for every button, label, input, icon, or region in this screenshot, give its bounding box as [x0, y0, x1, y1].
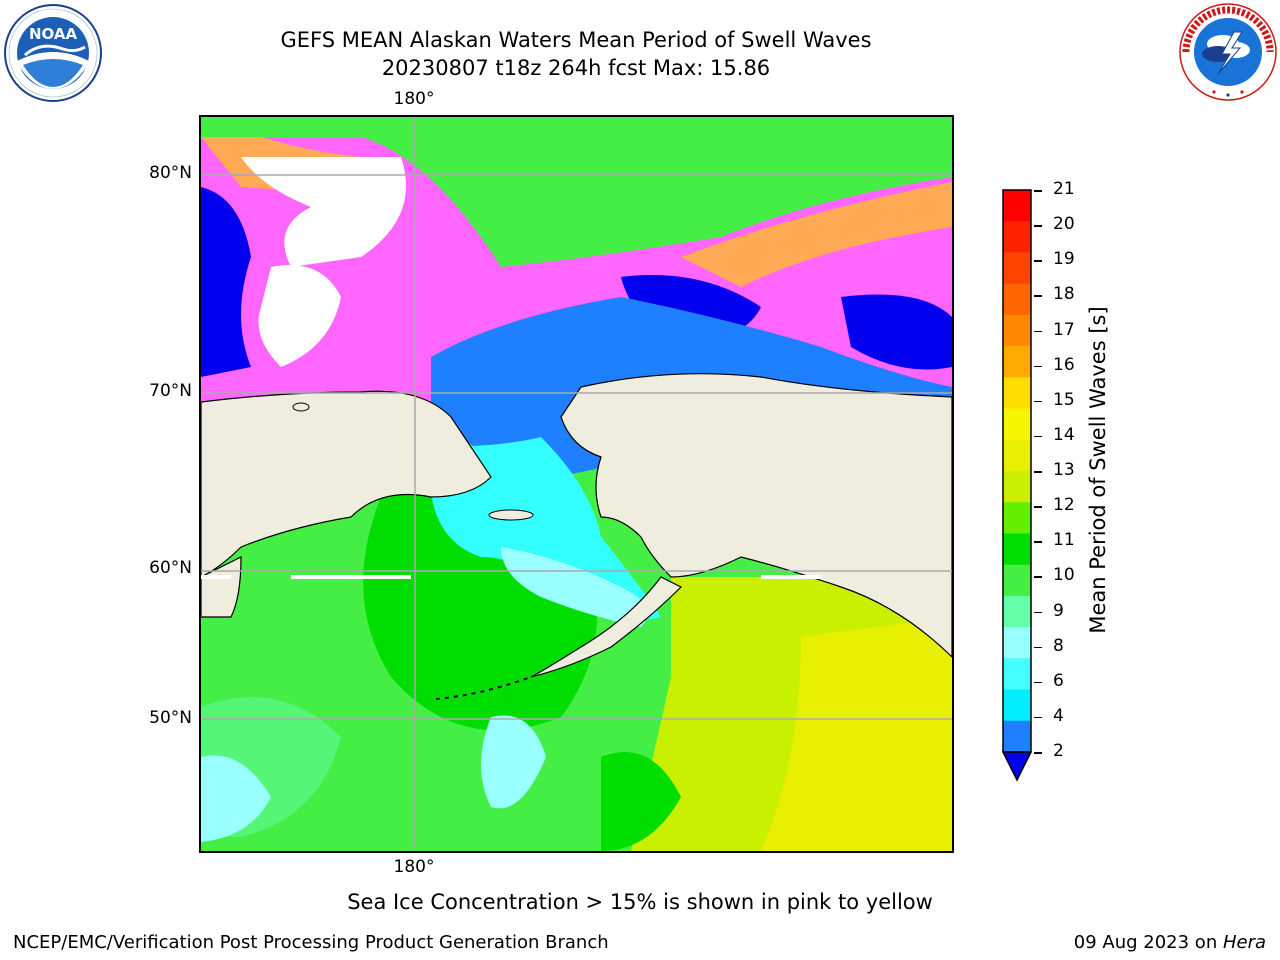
deep-green-patch-s [601, 752, 681, 851]
sea-ice-orange-ne [681, 182, 952, 287]
footer-date: 09 Aug 2023 on Hera [1074, 932, 1266, 953]
colorbar [1001, 188, 1034, 782]
colorbar-segment [1003, 190, 1031, 222]
chart-subtitle: 20230807 t18z 264h fcst Max: 15.86 [381, 56, 771, 80]
noaa-logo: NOAA [3, 3, 103, 103]
colorbar-tick-label: 4 [1053, 705, 1064, 726]
colorbar-tick-label: 20 [1053, 214, 1075, 235]
colorbar-tick-label: 21 [1053, 179, 1075, 199]
colorbar-tick-label: 14 [1053, 424, 1075, 445]
colorbar-tick [1034, 225, 1042, 227]
noaa-logo-text: NOAA [29, 25, 78, 43]
colorbar-segment [1003, 408, 1031, 441]
lat-label-80: 80°N [149, 163, 192, 183]
colorbar-segment [1003, 283, 1031, 316]
colorbar-tick [1034, 400, 1042, 403]
sea-ice-note: Sea Ice Concentration > 15% is shown in … [347, 890, 933, 914]
colorbar-tick [1034, 471, 1042, 473]
lat-label-50: 50°N [149, 708, 192, 728]
colorbar-tick-label: 17 [1053, 319, 1075, 340]
colorbar-tick-label: 2 [1053, 741, 1064, 761]
land-siberia [201, 390, 492, 578]
colorbar-tick [1034, 190, 1042, 192]
footer-credit: NCEP/EMC/Verification Post Processing Pr… [13, 932, 609, 953]
yellow-region [761, 617, 952, 851]
pale-cyan-patch-s [481, 715, 546, 809]
colorbar-tick-label: 6 [1053, 670, 1064, 691]
colorbar-segment [1003, 439, 1031, 472]
colorbar-tick-label: 9 [1053, 600, 1064, 621]
colorbar-segment [1003, 689, 1031, 722]
colorbar-tick-label: 10 [1053, 565, 1075, 586]
nws-logo [1178, 2, 1278, 102]
colorbar-segment [1003, 314, 1031, 347]
colorbar-segment [1003, 564, 1031, 597]
lon-label-bottom: 180° [393, 857, 435, 877]
colorbar-tick-label: 18 [1053, 284, 1075, 305]
lat-label-70: 70°N [149, 381, 192, 401]
colorbar-tick [1034, 330, 1042, 332]
no-data-arctic [241, 157, 406, 267]
colorbar-tick [1034, 752, 1042, 754]
colorbar-tick-label: 12 [1053, 495, 1075, 516]
chart-title: GEFS MEAN Alaskan Waters Mean Period of … [280, 28, 872, 52]
land-st-lawrence-island [488, 509, 534, 521]
colorbar-segment [1003, 471, 1031, 503]
pale-cyan-bristol [501, 547, 648, 627]
map-panel [199, 115, 954, 853]
colorbar-segment [1003, 377, 1031, 410]
dark-blue-west [201, 187, 251, 377]
lat-label-60: 60°N [149, 558, 192, 578]
colorbar-segment [1003, 221, 1031, 253]
aleutian-islands [435, 676, 532, 700]
colorbar-tick [1034, 260, 1042, 262]
colorbar-tick [1034, 576, 1042, 578]
colorbar-tick [1034, 365, 1042, 368]
colorbar-tick [1034, 716, 1042, 719]
colorbar-tick-label: 16 [1053, 354, 1075, 375]
land-alaska [560, 373, 952, 658]
dark-blue-ne [841, 294, 952, 370]
colorbar-segment [1003, 533, 1031, 566]
colorbar-tick [1034, 435, 1042, 438]
footer-host: Hera [1222, 932, 1266, 953]
colorbar-title: Mean Period of Swell Waves [s] [1086, 306, 1110, 634]
colorbar-tick-label: 8 [1053, 635, 1064, 656]
bering-strait-cyan [429, 437, 661, 620]
colorbar-tick [1034, 646, 1042, 649]
no-data-arctic-2 [258, 265, 341, 367]
colorbar-segment [1003, 252, 1031, 285]
colorbar-tick-label: 19 [1053, 249, 1075, 270]
graticule [201, 117, 952, 851]
colorbar-tick [1034, 295, 1042, 297]
colorbar-tick [1034, 611, 1042, 613]
land-alaska-peninsula [530, 576, 683, 678]
colorbar-tick-label: 13 [1053, 460, 1075, 480]
colorbar-segment [1003, 720, 1031, 753]
colorbar-tick [1034, 681, 1042, 684]
footer-date-text: 09 Aug 2023 on [1073, 932, 1223, 953]
land-wrangel-island [292, 402, 310, 412]
colorbar-segment [1003, 346, 1031, 378]
colorbar-tick-label: 11 [1053, 530, 1075, 551]
colorbar-tick-label: 15 [1053, 389, 1075, 410]
lon-label-top: 180° [393, 89, 435, 109]
colorbar-segment [1003, 627, 1031, 659]
swell-period-map [201, 117, 952, 851]
colorbar-segment [1003, 658, 1031, 691]
colorbar-tick [1034, 541, 1042, 543]
colorbar-tick [1034, 506, 1042, 508]
colorbar-extend-triangle [1001, 751, 1033, 782]
pale-cyan-patch-sw [201, 755, 271, 842]
colorbar-segment [1003, 502, 1031, 534]
colorbar-segment [1003, 595, 1031, 628]
